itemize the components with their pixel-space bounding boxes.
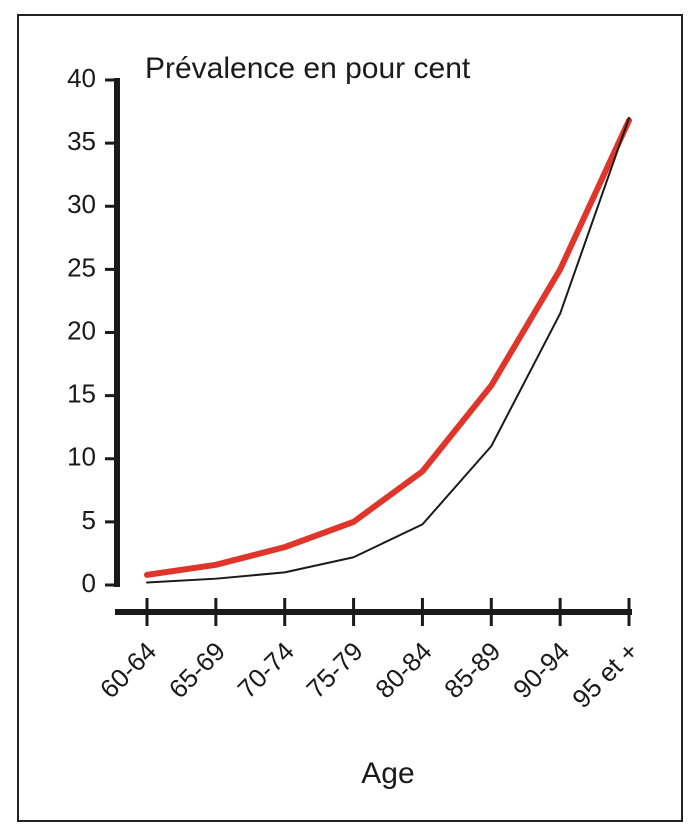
frame bbox=[17, 14, 683, 822]
x-axis-label: Age bbox=[361, 757, 414, 790]
y-tick-label: 20 bbox=[67, 315, 96, 345]
x-tick-label: 85-89 bbox=[438, 636, 506, 704]
data-line bbox=[144, 117, 633, 578]
y-tick-label: 30 bbox=[67, 189, 96, 219]
data-line bbox=[146, 116, 631, 584]
x-tick-label: 75-79 bbox=[300, 636, 368, 704]
y-tick-label: 40 bbox=[67, 63, 96, 93]
y-tick-label: 10 bbox=[67, 442, 96, 472]
x-tick-label: 60-64 bbox=[94, 636, 162, 704]
y-tick-label: 5 bbox=[82, 505, 96, 535]
y-tick-label: 15 bbox=[67, 379, 96, 409]
y-tick-label: 25 bbox=[67, 252, 96, 282]
x-tick-label: 80-84 bbox=[369, 636, 437, 704]
y-tick-label: 35 bbox=[67, 126, 96, 156]
x-tick-label: 95 et + bbox=[566, 636, 644, 714]
chart-title: Prévalence en pour cent bbox=[145, 52, 471, 85]
x-tick-label: 70-74 bbox=[232, 636, 300, 704]
y-tick-label: 0 bbox=[82, 568, 96, 598]
x-tick-label: 90-94 bbox=[507, 636, 575, 704]
x-tick-label: 65-69 bbox=[163, 636, 231, 704]
